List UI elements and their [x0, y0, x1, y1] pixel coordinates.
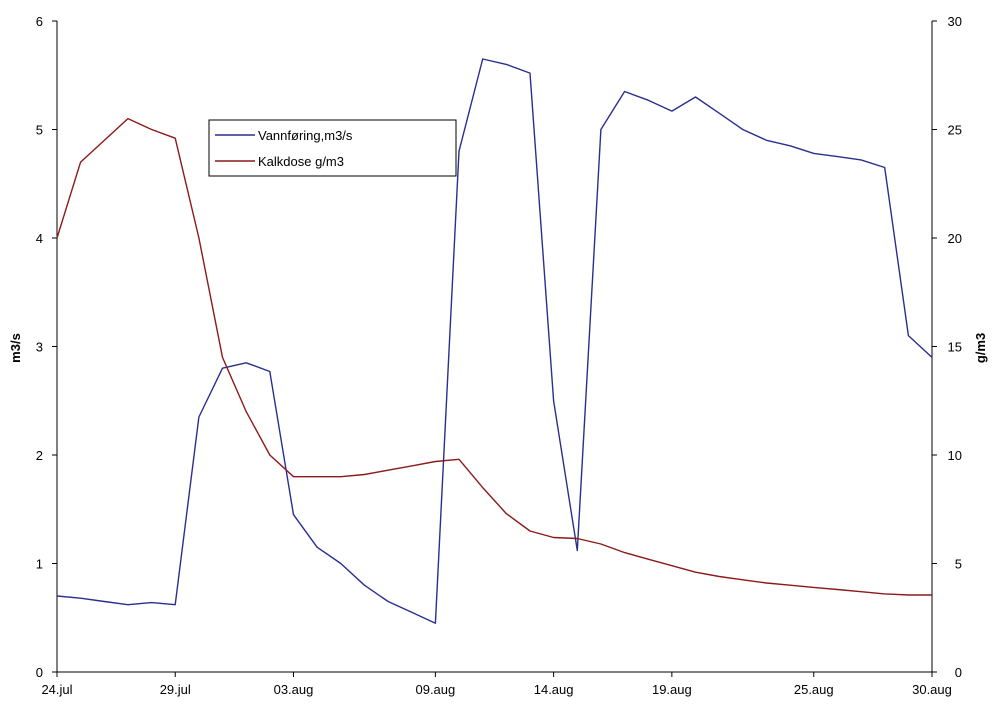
- left-tick-label: 3: [36, 340, 43, 355]
- right-tick-label: 15: [948, 340, 962, 355]
- right-axis-title: g/m3: [973, 333, 988, 363]
- legend-label-kalkdose: Kalkdose g/m3: [258, 154, 344, 169]
- left-tick-label: 5: [36, 123, 43, 138]
- axes: [56, 21, 933, 673]
- right-tick-label: 20: [948, 231, 962, 246]
- legend-box: [208, 119, 457, 177]
- right-tick-label: 10: [948, 448, 962, 463]
- x-tick-label: 30.aug: [912, 682, 952, 697]
- x-tick-label: 09.aug: [415, 682, 455, 697]
- series-line-kalkdose: [56, 117, 932, 596]
- x-tick-label: 24.jul: [41, 682, 72, 697]
- left-tick-label: 4: [36, 231, 43, 246]
- left-tick-label: 0: [36, 665, 43, 680]
- left-tick-label: 2: [36, 448, 43, 463]
- right-tick-label: 25: [948, 123, 962, 138]
- x-tick-label: 19.aug: [652, 682, 692, 697]
- right-tick-label: 0: [955, 665, 962, 680]
- left-axis-title: m3/s: [8, 333, 23, 363]
- legend-label-vannforing: Vannføring,m3/s: [258, 128, 353, 143]
- x-tick-label: 14.aug: [534, 682, 574, 697]
- left-tick-label: 6: [36, 14, 43, 29]
- left-tick-label: 1: [36, 557, 43, 572]
- right-tick-label: 30: [948, 14, 962, 29]
- left-y-axis-ticks: 0 1 2 3 4 5 6: [36, 14, 57, 680]
- series-line-vannforing: [56, 58, 933, 624]
- series-layer: [56, 58, 933, 624]
- x-tick-label: 29.jul: [160, 682, 191, 697]
- x-tick-label: 25.aug: [794, 682, 834, 697]
- x-axis-ticks: 24.jul 29.jul 03.aug 09.aug 14.aug 19.aug 25.a…: [41, 672, 952, 697]
- legend: Vannføring,m3/s Kalkdose g/m3: [208, 119, 457, 177]
- right-tick-label: 5: [955, 557, 962, 572]
- right-y-axis-ticks: 0 5 10 15 20 25 30: [932, 14, 962, 680]
- x-tick-label: 03.aug: [274, 682, 314, 697]
